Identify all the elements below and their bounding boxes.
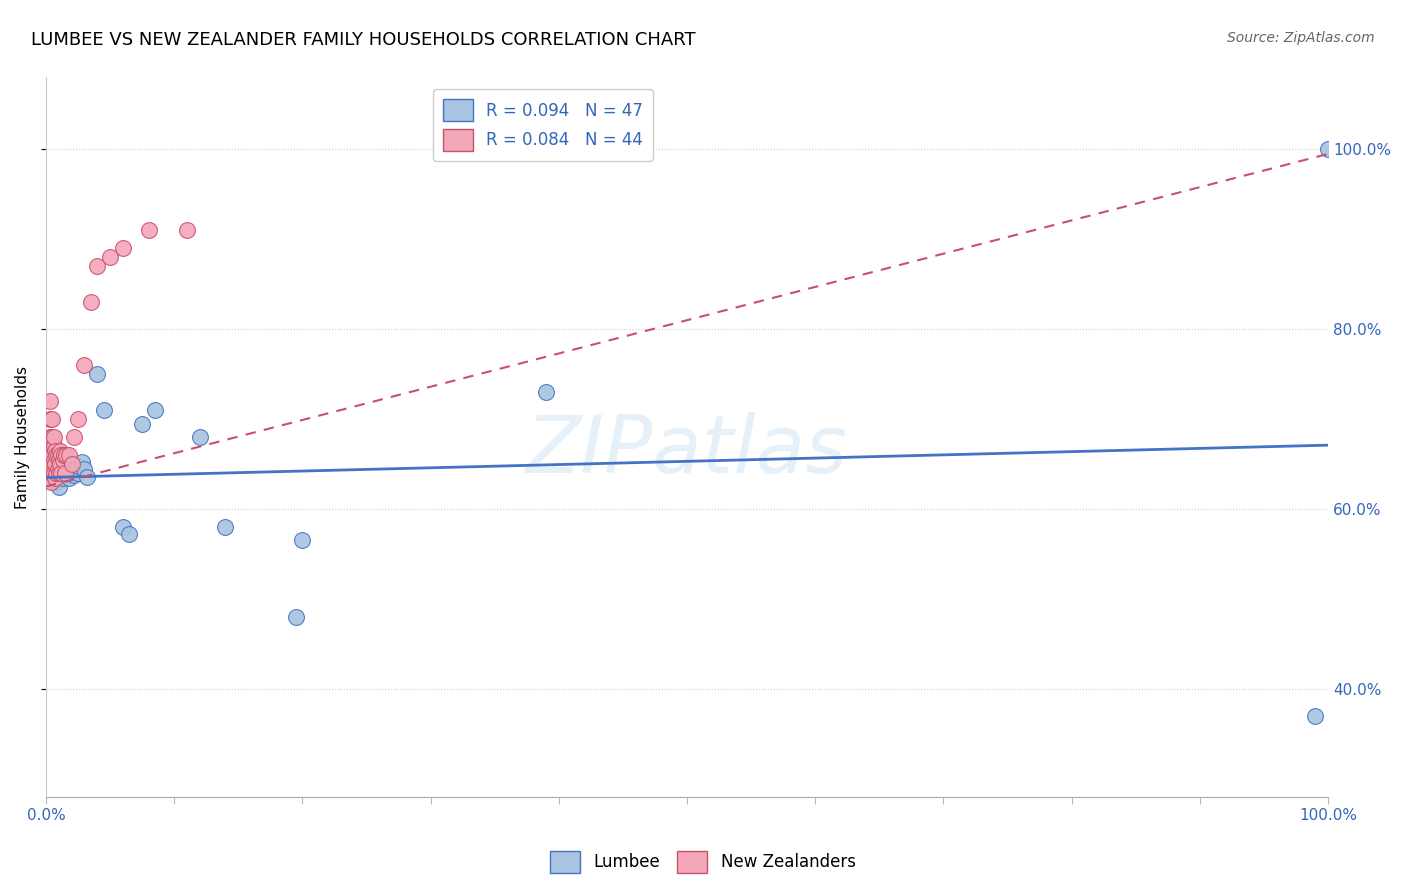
Point <box>42 430 65 444</box>
Point <box>58 461 80 475</box>
Point <box>53 467 76 482</box>
Point <box>86 259 108 273</box>
Point <box>44 457 66 471</box>
Point <box>52 448 75 462</box>
Point <box>63 457 86 471</box>
Point <box>1305 708 1327 723</box>
Point <box>49 457 72 471</box>
Point <box>41 430 63 444</box>
Point <box>46 448 69 462</box>
Point <box>51 457 73 471</box>
Point <box>60 466 83 480</box>
Point <box>73 358 96 372</box>
Point <box>52 452 75 467</box>
Point <box>60 458 83 473</box>
Point <box>48 457 70 471</box>
Point <box>51 448 73 462</box>
Y-axis label: Family Households: Family Households <box>15 366 30 508</box>
Point <box>46 470 69 484</box>
Point <box>41 466 63 480</box>
Point <box>66 466 89 480</box>
Point <box>53 466 76 480</box>
Point <box>38 430 60 444</box>
Point <box>38 412 60 426</box>
Point <box>48 452 70 467</box>
Point <box>48 466 70 480</box>
Text: Source: ZipAtlas.com: Source: ZipAtlas.com <box>1227 31 1375 45</box>
Point <box>285 610 308 624</box>
Point <box>48 479 70 493</box>
Point <box>39 439 62 453</box>
Point <box>138 223 160 237</box>
Point <box>143 403 166 417</box>
Point <box>41 448 63 462</box>
Point <box>214 520 236 534</box>
Point <box>38 394 60 409</box>
Point <box>52 457 75 471</box>
Point <box>45 466 67 480</box>
Point <box>42 452 65 467</box>
Point <box>44 470 66 484</box>
Point <box>1317 142 1340 156</box>
Point <box>131 417 153 431</box>
Point <box>44 475 66 489</box>
Point <box>41 466 63 480</box>
Point <box>86 367 108 381</box>
Point <box>188 430 211 444</box>
Point <box>41 412 63 426</box>
Point <box>39 475 62 489</box>
Point <box>111 241 134 255</box>
Point <box>80 295 103 310</box>
Legend: R = 0.094   N = 47, R = 0.084   N = 44: R = 0.094 N = 47, R = 0.084 N = 44 <box>433 89 652 161</box>
Point <box>42 439 65 453</box>
Point <box>45 448 67 462</box>
Point <box>63 430 86 444</box>
Point <box>93 403 115 417</box>
Point <box>51 466 73 480</box>
Point <box>44 461 66 475</box>
Point <box>45 466 67 480</box>
Text: LUMBEE VS NEW ZEALANDER FAMILY HOUSEHOLDS CORRELATION CHART: LUMBEE VS NEW ZEALANDER FAMILY HOUSEHOLD… <box>31 31 696 49</box>
Point <box>118 527 141 541</box>
Point <box>58 470 80 484</box>
Point <box>73 461 96 475</box>
Point <box>63 467 86 482</box>
Point <box>46 461 69 475</box>
Point <box>111 520 134 534</box>
Point <box>70 455 93 469</box>
Point <box>46 452 69 467</box>
Point <box>55 448 77 462</box>
Point <box>66 412 89 426</box>
Point <box>38 466 60 480</box>
Point <box>98 250 121 264</box>
Point <box>66 458 89 473</box>
Point <box>41 452 63 467</box>
Point <box>48 448 70 462</box>
Point <box>48 461 70 475</box>
Point <box>52 461 75 475</box>
Point <box>60 457 83 471</box>
Point <box>42 466 65 480</box>
Point <box>51 466 73 480</box>
Point <box>291 533 314 548</box>
Point <box>176 223 198 237</box>
Point <box>53 461 76 475</box>
Point <box>48 466 70 480</box>
Point <box>38 448 60 462</box>
Text: ZIPatlas: ZIPatlas <box>526 412 848 491</box>
Point <box>39 457 62 471</box>
Point <box>534 385 557 400</box>
Point <box>44 443 66 458</box>
Point <box>52 470 75 484</box>
Point <box>58 448 80 462</box>
Point <box>76 469 98 483</box>
Point <box>55 464 77 478</box>
Point <box>41 457 63 471</box>
Legend: Lumbee, New Zealanders: Lumbee, New Zealanders <box>544 845 862 880</box>
Point <box>53 452 76 467</box>
Point <box>49 443 72 458</box>
Point <box>45 448 67 462</box>
